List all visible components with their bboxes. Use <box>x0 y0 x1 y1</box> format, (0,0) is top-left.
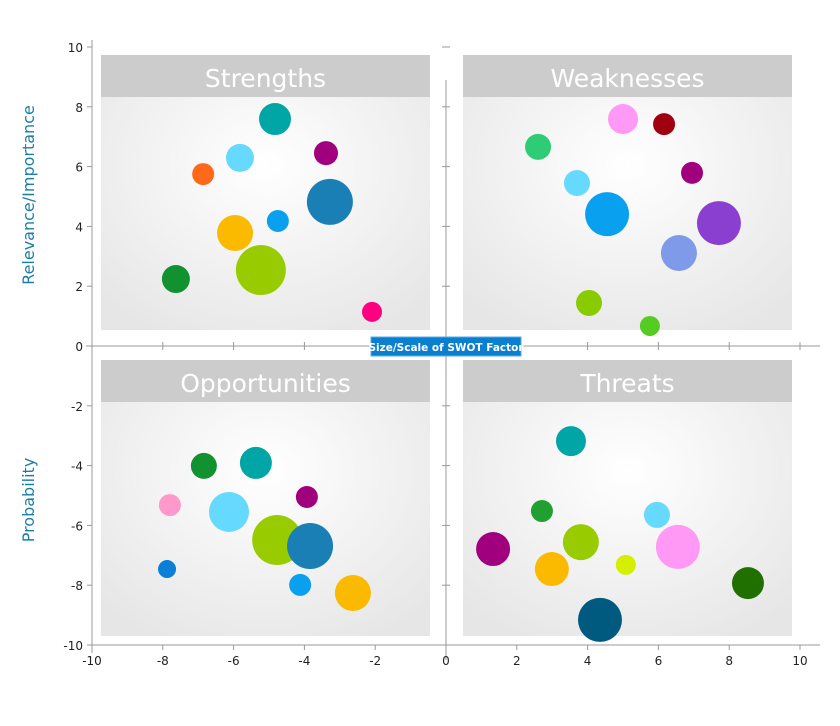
y-axis-label-top: Relevance/Importance <box>19 105 38 285</box>
quadrant-header <box>463 55 792 97</box>
y-tick-label: -8 <box>71 579 83 593</box>
bubble-threats[interactable] <box>643 501 670 528</box>
bubble-opportunities[interactable] <box>239 446 272 479</box>
bubble-strengths[interactable] <box>362 301 383 322</box>
bubble-weaknesses[interactable] <box>585 192 630 237</box>
y-tick-label: -4 <box>71 460 83 474</box>
bubble-strengths[interactable] <box>266 210 289 233</box>
bubble-threats[interactable] <box>615 554 636 575</box>
bubble-weaknesses[interactable] <box>696 201 741 246</box>
bubble-opportunities[interactable] <box>289 573 312 596</box>
bubble-strengths[interactable] <box>217 214 254 251</box>
bubble-strengths[interactable] <box>225 143 254 172</box>
bubble-threats[interactable] <box>577 597 622 642</box>
bubble-strengths[interactable] <box>161 265 190 294</box>
bubble-weaknesses[interactable] <box>660 235 697 272</box>
y-tick-label: 4 <box>75 220 83 234</box>
quadrant-title: Weaknesses <box>550 64 704 93</box>
x-tick-label: -10 <box>82 654 102 668</box>
bubble-weaknesses[interactable] <box>653 113 676 136</box>
x-tick-label: 10 <box>792 654 807 668</box>
bubble-opportunities[interactable] <box>287 523 334 570</box>
bubble-weaknesses[interactable] <box>525 133 552 160</box>
x-tick-label: 8 <box>725 654 733 668</box>
x-tick-label: -8 <box>157 654 169 668</box>
x-tick-label: -4 <box>298 654 310 668</box>
x-tick-label: 2 <box>513 654 521 668</box>
bubble-threats[interactable] <box>555 426 586 457</box>
quadrant-header <box>463 360 792 402</box>
bubble-threats[interactable] <box>530 500 553 523</box>
size-legend-label: Size/Scale of SWOT Factor <box>368 342 524 354</box>
bubble-threats[interactable] <box>476 532 511 567</box>
quadrant-title: Strengths <box>205 64 326 93</box>
bubble-weaknesses[interactable] <box>563 170 590 197</box>
bubble-opportunities[interactable] <box>334 574 371 611</box>
bubble-weaknesses[interactable] <box>576 289 603 316</box>
size-legend: Size/Scale of SWOT Factor <box>368 336 524 357</box>
y-tick-label: -6 <box>71 519 83 533</box>
x-tick-label: -2 <box>369 654 381 668</box>
bubble-threats[interactable] <box>534 552 569 587</box>
bubble-opportunities[interactable] <box>158 560 177 579</box>
y-tick-label: 2 <box>75 280 83 294</box>
y-tick-label: -10 <box>63 639 83 653</box>
quadrant-background <box>463 55 792 330</box>
quadrant-title: Opportunities <box>180 369 351 398</box>
y-tick-label: 8 <box>75 101 83 115</box>
quadrant-header <box>101 360 430 402</box>
y-tick-label: 6 <box>75 161 83 175</box>
bubble-strengths[interactable] <box>192 163 215 186</box>
bubble-strengths[interactable] <box>306 178 353 225</box>
bubble-weaknesses[interactable] <box>608 104 638 135</box>
y-tick-label: -2 <box>71 400 83 414</box>
bubble-weaknesses[interactable] <box>639 315 660 336</box>
x-tick-label: 6 <box>655 654 663 668</box>
bubble-strengths[interactable] <box>313 141 338 166</box>
x-tick-label: -6 <box>228 654 240 668</box>
quadrant-header <box>101 55 430 97</box>
bubble-threats[interactable] <box>562 524 599 561</box>
bubble-opportunities[interactable] <box>295 485 318 508</box>
bubble-threats[interactable] <box>655 524 700 569</box>
bubble-opportunities[interactable] <box>190 452 217 479</box>
bubble-weaknesses[interactable] <box>681 161 704 184</box>
quadrant-background <box>101 360 430 636</box>
bubble-opportunities[interactable] <box>158 494 181 517</box>
quadrant-opportunities: Opportunities <box>101 360 430 636</box>
x-tick-label: 0 <box>442 654 450 668</box>
bubble-strengths[interactable] <box>259 103 292 136</box>
bubble-threats[interactable] <box>731 567 764 600</box>
quadrant-title: Threats <box>579 369 674 398</box>
y-tick-label: 10 <box>68 41 83 55</box>
y-axis-label-bottom: Probability <box>19 458 38 543</box>
quadrant-weaknesses: Weaknesses <box>463 55 792 330</box>
x-tick-label: 4 <box>584 654 592 668</box>
y-tick-label: 0 <box>75 340 83 354</box>
bubble-strengths[interactable] <box>235 245 286 296</box>
bubble-opportunities[interactable] <box>208 491 249 532</box>
